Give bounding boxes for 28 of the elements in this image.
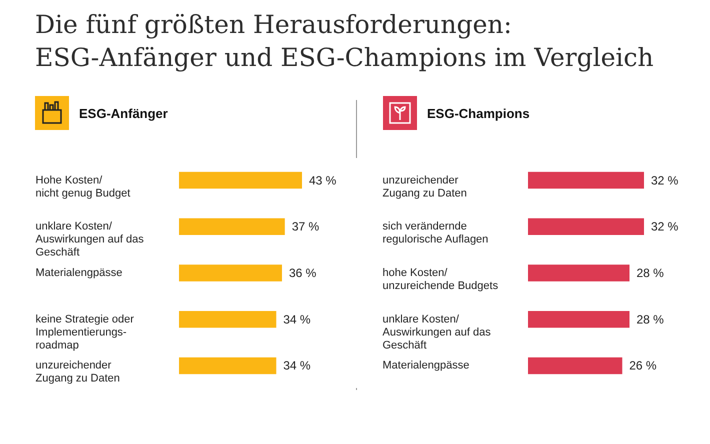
y-tick-label: unzureichender Zugang zu Daten xyxy=(382,174,467,200)
bar xyxy=(179,218,285,235)
data-label: 34 % xyxy=(283,358,311,373)
y-tick-label: Hohe Kosten/ nicht genug Budget xyxy=(36,174,130,200)
bar xyxy=(179,264,282,282)
data-label: 28 % xyxy=(636,312,664,326)
data-label: 28 % xyxy=(636,266,664,280)
data-label: 37 % xyxy=(292,220,320,234)
chart-title: Die fünf größten Herausforderungen: ESG-Anfänger und ESG-Champions im Vergleich xyxy=(35,9,654,74)
data-label: 43 % xyxy=(309,173,337,188)
y-tick-label: unklare Kosten/ Auswirkungen auf das Geschäft xyxy=(382,313,492,352)
bar xyxy=(179,357,276,374)
y-tick-label: keine Strategie oder Implementierungs- roadmap xyxy=(36,313,134,352)
data-label: 34 % xyxy=(283,312,311,326)
data-label: 26 % xyxy=(629,358,657,373)
bar xyxy=(179,311,276,328)
chart-title: ESG-Champions xyxy=(427,106,530,120)
y-tick-label: hohe Kosten/ unzureichende Budgets xyxy=(382,267,499,292)
chart-subtitle: ESG-Anfänger xyxy=(79,106,168,120)
bar xyxy=(179,172,302,189)
data-label: 32 % xyxy=(651,173,679,188)
data-label: 32 % xyxy=(651,220,679,234)
y-tick-label: Materialengpässe xyxy=(382,360,470,372)
data-label: 36 % xyxy=(288,266,317,280)
y-tick-label: unzureichender Zugang zu Daten xyxy=(36,360,120,385)
y-tick-label: sich verändernde regulorische Auflagen xyxy=(382,220,488,246)
y-tick-label: unklare Kosten/ Auswirkungen auf das Geschäft xyxy=(36,220,144,259)
y-tick-label: Materialengpässe xyxy=(36,267,122,279)
